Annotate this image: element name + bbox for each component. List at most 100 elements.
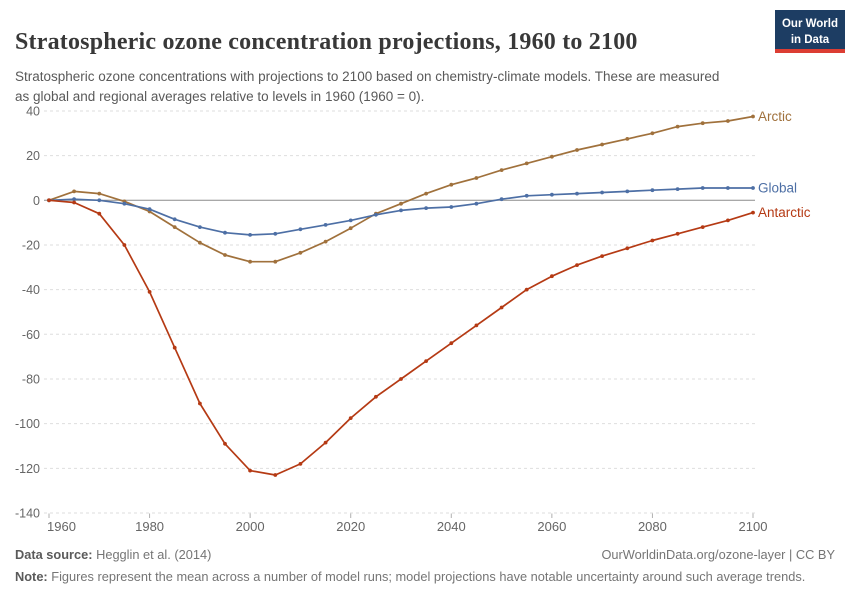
- data-point-arctic: [298, 250, 303, 255]
- y-axis-labels: 40 20 0 -20 -40 -60 -80 -100 -120 -140: [15, 104, 40, 520]
- data-point-global: [248, 233, 253, 237]
- data-point-global: [700, 186, 705, 190]
- series-line-arctic: [48, 115, 754, 263]
- data-point-arctic: [524, 161, 529, 166]
- data-point-antarctic: [122, 243, 127, 247]
- footer-separator: |: [785, 547, 796, 562]
- page-title: Stratospheric ozone concentration projec…: [15, 29, 638, 56]
- owid-url-link[interactable]: OurWorldinData.org/ozone-layer: [601, 547, 786, 562]
- data-point-antarctic: [675, 231, 680, 236]
- note-label: Note:: [15, 569, 48, 584]
- data-point-arctic: [198, 240, 202, 245]
- data-point-global: [298, 227, 303, 232]
- data-point-global: [449, 205, 454, 209]
- x-tick-label: 2040: [437, 519, 466, 534]
- data-point-antarctic: [374, 394, 378, 399]
- data-point-global: [399, 208, 403, 213]
- x-tick-label: 1980: [135, 519, 164, 534]
- data-point-antarctic: [198, 401, 202, 406]
- data-point-antarctic: [273, 473, 278, 477]
- y-gridlines: [44, 110, 755, 514]
- data-point-antarctic: [550, 274, 554, 279]
- x-axis: 1960 1980 2000 2020 2040 2060 2080 2100: [47, 513, 768, 534]
- data-point-global: [273, 231, 278, 236]
- data-point-global: [198, 225, 202, 230]
- data-point-arctic: [72, 189, 76, 194]
- data-point-arctic: [172, 225, 177, 230]
- data-point-global: [575, 191, 579, 196]
- data-point-arctic: [625, 137, 630, 141]
- owid-logo-line2: in Data: [790, 33, 830, 46]
- data-source-value: Hegglin et al. (2014): [92, 547, 212, 562]
- data-point-antarctic: [399, 377, 403, 381]
- data-point-arctic: [97, 191, 102, 196]
- y-tick-label: -100: [15, 417, 40, 431]
- data-point-antarctic: [223, 441, 227, 446]
- data-point-antarctic: [348, 416, 353, 420]
- data-point-global: [650, 188, 655, 193]
- data-point-antarctic: [172, 345, 177, 350]
- data-point-global: [348, 218, 353, 223]
- series-line-antarctic: [48, 199, 754, 476]
- data-point-global: [751, 186, 755, 190]
- data-point-antarctic: [499, 305, 504, 310]
- data-point-arctic: [474, 176, 479, 180]
- chart-footer: Data source: Hegglin et al. (2014) OurWo…: [15, 547, 835, 562]
- data-point-global: [600, 190, 604, 195]
- x-tick-label: 2100: [739, 519, 768, 534]
- data-point-arctic: [399, 201, 403, 206]
- license-link[interactable]: CC BY: [795, 547, 835, 562]
- data-point-global: [726, 186, 730, 190]
- data-point-arctic: [323, 239, 328, 244]
- data-point-arctic: [348, 226, 353, 231]
- x-tick-label: 2060: [537, 519, 566, 534]
- data-point-global: [625, 189, 630, 194]
- line-chart-canvas: 40 20 0 -20 -40 -60 -80 -100 -120 -140 1960 1980 200…: [15, 104, 811, 534]
- data-point-global: [323, 223, 328, 227]
- data-point-antarctic: [47, 198, 51, 203]
- y-tick-label: -120: [15, 462, 40, 476]
- series-global: Global: [47, 181, 797, 237]
- data-point-antarctic: [751, 210, 755, 215]
- data-point-global: [550, 192, 554, 197]
- data-point-global: [122, 201, 127, 206]
- y-tick-label: -80: [22, 372, 40, 386]
- data-point-antarctic: [650, 238, 655, 243]
- owid-logo: Our World in Data: [775, 10, 845, 53]
- footer-attribution: OurWorldinData.org/ozone-layer | CC BY: [601, 547, 835, 562]
- y-tick-label: 0: [33, 194, 40, 208]
- data-point-antarctic: [524, 287, 529, 292]
- data-point-global: [675, 187, 680, 192]
- data-point-arctic: [273, 259, 278, 264]
- data-point-antarctic: [248, 468, 253, 473]
- y-tick-label: 20: [26, 149, 40, 163]
- data-point-arctic: [248, 259, 253, 264]
- data-point-global: [147, 207, 152, 212]
- data-point-global: [97, 198, 102, 203]
- y-tick-label: -20: [22, 238, 40, 252]
- data-point-global: [474, 201, 479, 206]
- data-point-arctic: [223, 253, 227, 257]
- data-point-antarctic: [474, 323, 479, 328]
- data-point-global: [223, 230, 227, 235]
- y-tick-label: -60: [22, 328, 40, 342]
- data-point-arctic: [550, 154, 554, 159]
- series-arctic: Arctic: [47, 109, 792, 264]
- chart-note: Note: Figures represent the mean across …: [15, 569, 835, 584]
- data-source-label: Data source:: [15, 547, 93, 562]
- data-point-antarctic: [147, 290, 152, 294]
- data-point-antarctic: [298, 462, 303, 466]
- data-point-antarctic: [424, 359, 428, 363]
- data-point-arctic: [650, 131, 655, 136]
- data-point-arctic: [575, 148, 579, 152]
- data-point-antarctic: [449, 341, 454, 346]
- owid-logo-line1: Our World: [781, 18, 838, 30]
- chart-subtitle: Stratospheric ozone concentrations with …: [15, 68, 720, 104]
- y-tick-label: -140: [15, 506, 40, 520]
- data-point-arctic: [600, 142, 604, 147]
- data-point-arctic: [675, 124, 680, 129]
- series-antarctic: Antarctic: [47, 198, 811, 477]
- note-text: Figures represent the mean across a numb…: [47, 569, 806, 584]
- y-tick-label: 40: [26, 104, 40, 118]
